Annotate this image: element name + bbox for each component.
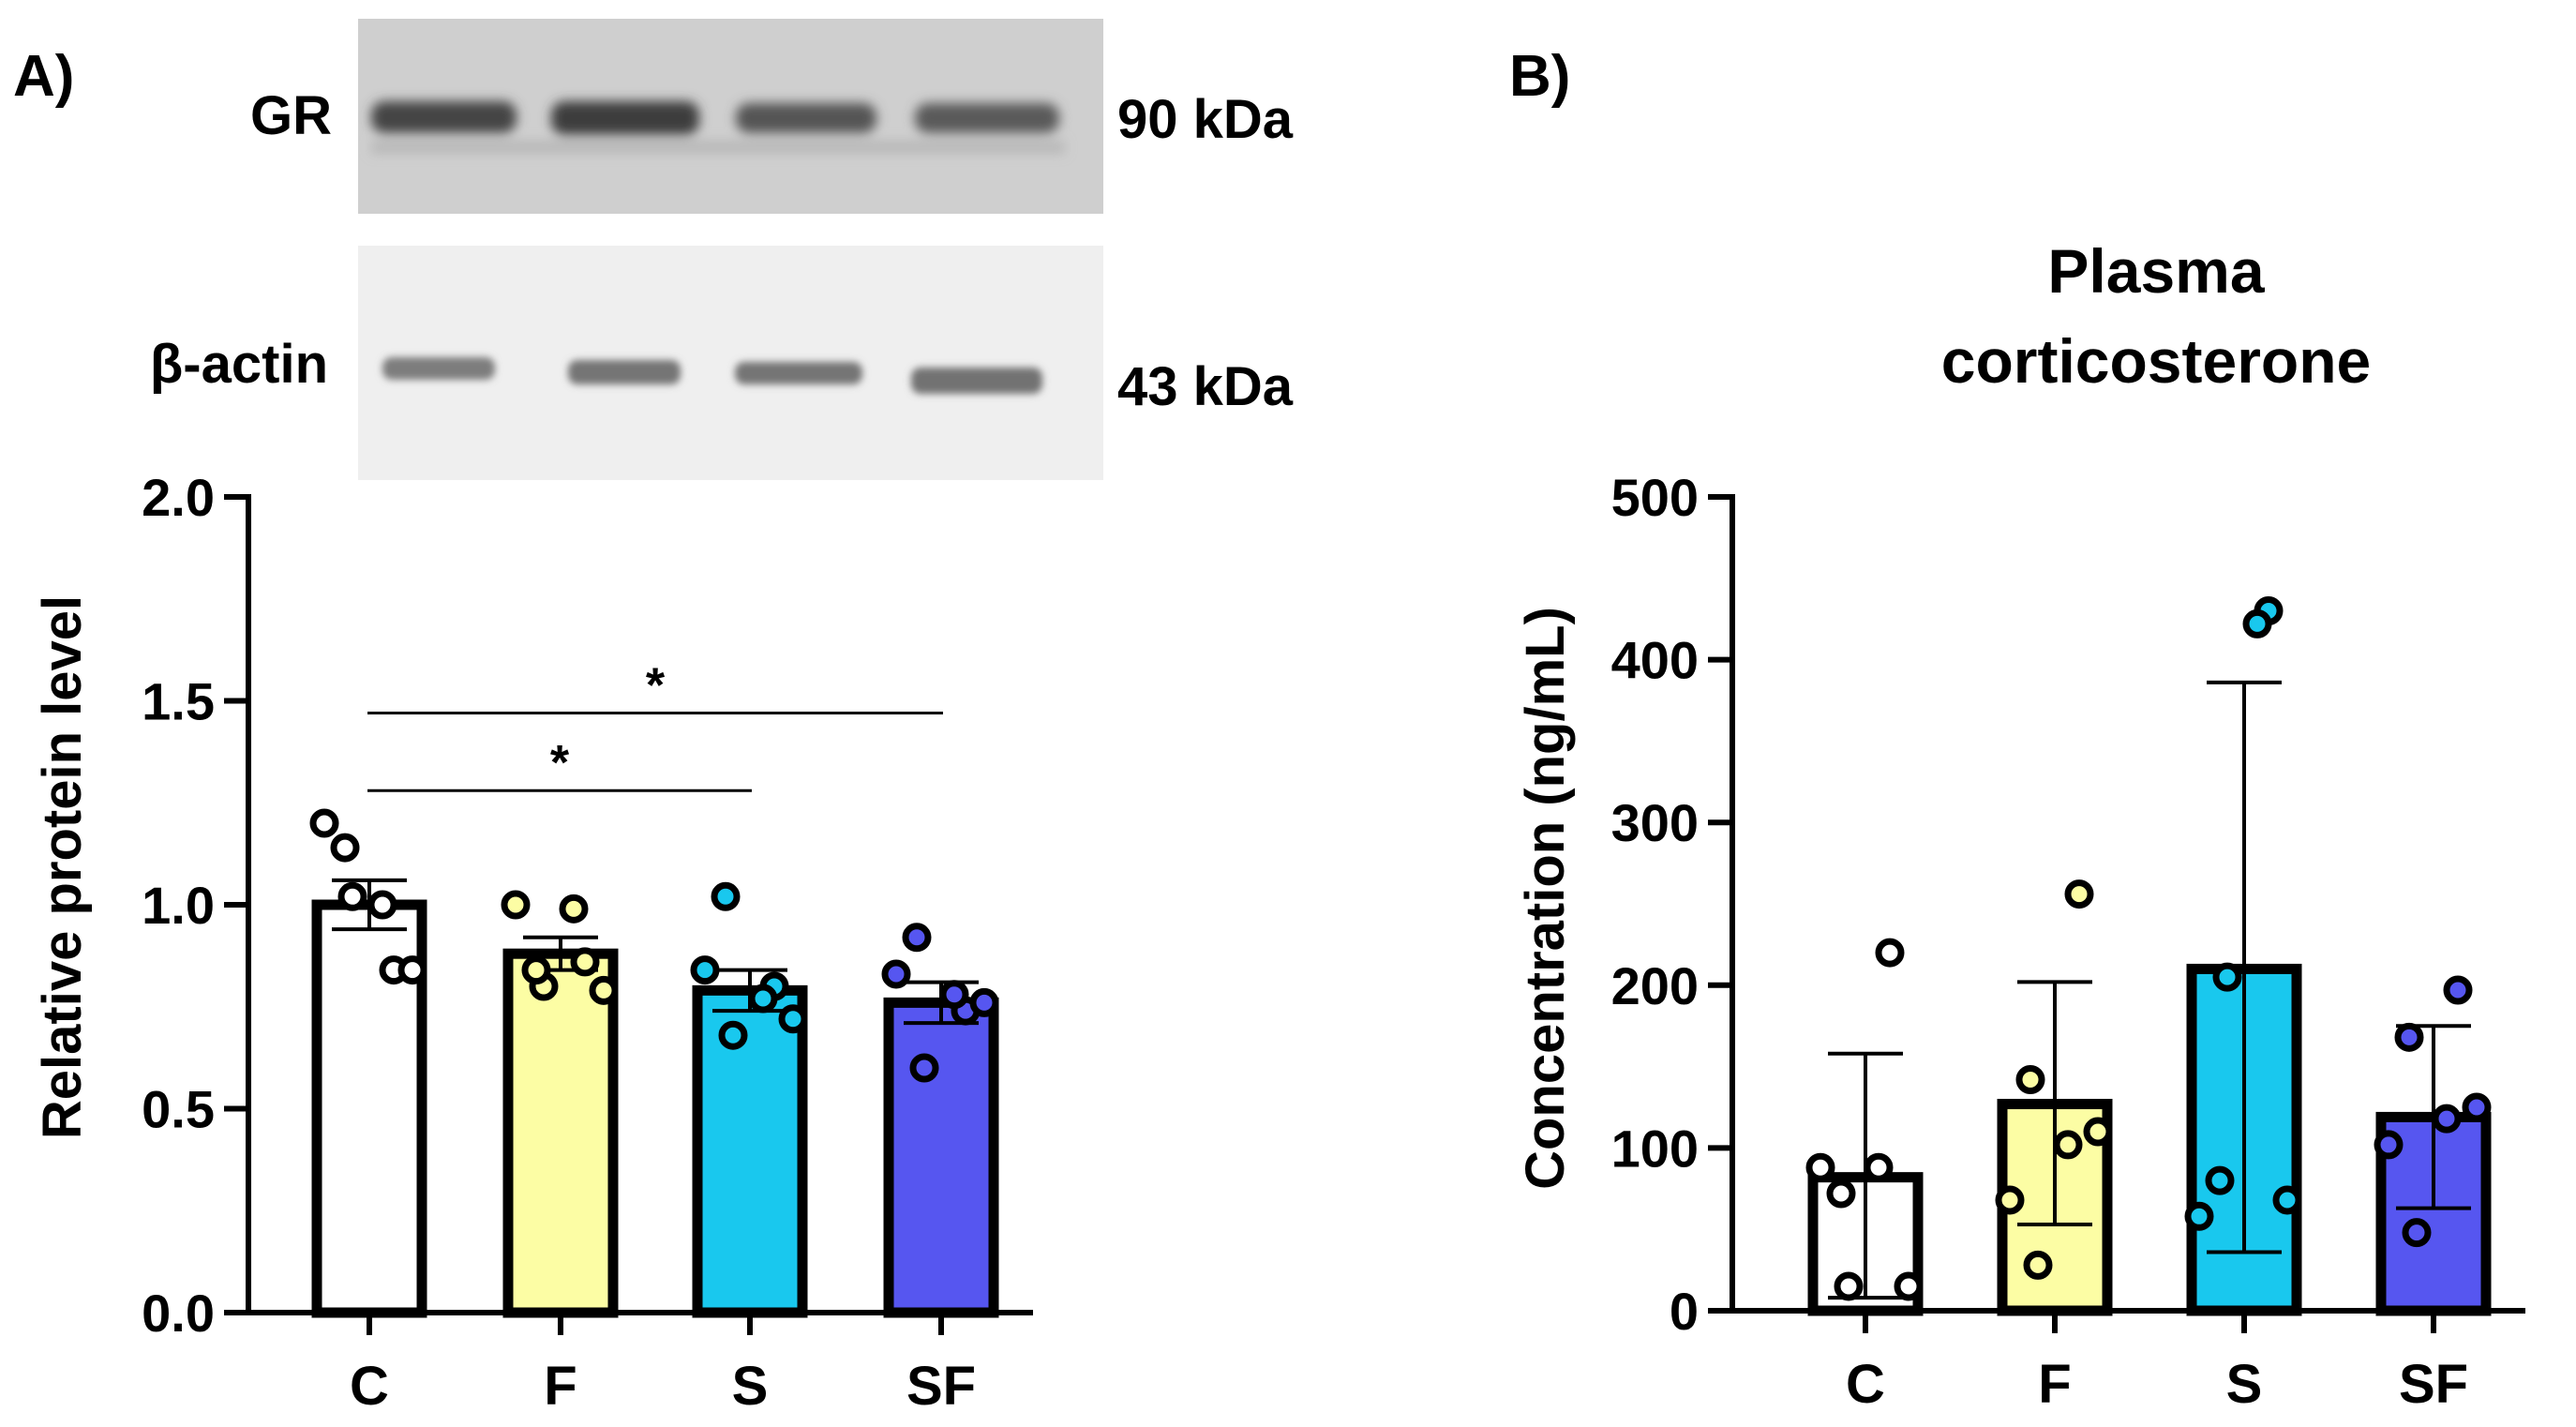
chart-b-point-f	[2064, 879, 2094, 909]
chart-a-point-f	[521, 955, 551, 985]
chart-b-y-tick-label: 300	[1611, 793, 1699, 852]
chart-b-point-c	[1805, 1152, 1835, 1182]
chart-a-point-f	[589, 975, 619, 1005]
chart-a-point-sf	[939, 980, 969, 1010]
blot-gr-strip	[358, 19, 1103, 214]
chart-a-point-c	[330, 833, 360, 863]
chart-a-point-sf	[909, 1053, 939, 1083]
chart-b-title-line-1: Plasma	[2047, 236, 2265, 306]
chart-a-x-tick-label: S	[732, 1356, 769, 1417]
chart-b-point-c	[1826, 1179, 1856, 1209]
panel-a-label: A)	[13, 44, 74, 109]
chart-b-x-tick-label: C	[1846, 1354, 1885, 1415]
chart-a-y-tick-label: 1.0	[142, 876, 215, 935]
chart-a-point-c	[397, 955, 427, 985]
chart-a-significance-star: *	[550, 736, 570, 790]
chart-a-point-f	[559, 894, 589, 924]
blot-actin-strip	[358, 246, 1103, 480]
chart-b-point-s	[2242, 608, 2272, 638]
chart-a-point-s	[690, 955, 720, 985]
chart-b-point-c	[1894, 1271, 1924, 1301]
chart-a-point-sf	[902, 923, 932, 953]
chart-a-point-f	[501, 890, 531, 920]
chart-a-bar-s	[692, 984, 808, 1318]
chart-b-point-f	[2083, 1117, 2113, 1147]
panel-b-label: B)	[1509, 44, 1570, 109]
chart-b-point-f	[1995, 1185, 2025, 1215]
chart-b-point-s	[2212, 962, 2242, 992]
chart-b-y-tick-label: 200	[1611, 956, 1699, 1015]
chart-b-x-tick-label: S	[2226, 1354, 2263, 1415]
chart-a-point-c	[309, 808, 339, 838]
chart-a-y-tick-label: 1.5	[142, 672, 215, 731]
chart-a-point-s	[711, 881, 741, 911]
chart-a-y-tick-label: 2.0	[142, 468, 215, 527]
chart-a-significance-star: *	[646, 659, 666, 714]
chart-a-x-tick-label: SF	[906, 1356, 976, 1417]
chart-b-ylabel: Concentration (ng/mL)	[1515, 607, 1576, 1190]
chart-b-point-f	[2015, 1064, 2045, 1094]
chart-b-point-c	[1834, 1271, 1864, 1301]
chart-a-point-s	[718, 1020, 748, 1050]
chart-b-point-sf	[2374, 1130, 2404, 1160]
chart-b-point-sf	[2402, 1218, 2432, 1248]
chart-b-point-sf	[2462, 1092, 2492, 1122]
western-blot	[358, 19, 1103, 480]
chart-a-bar-sf	[883, 997, 999, 1318]
chart-a-x-tick-label: F	[544, 1356, 577, 1417]
chart-a-point-sf	[969, 987, 999, 1017]
chart-b-point-s	[2184, 1201, 2214, 1231]
chart-b-point-sf	[2443, 975, 2473, 1005]
blot-actin-kda: 43 kDa	[1117, 356, 1294, 417]
chart-a-point-f	[570, 947, 600, 977]
chart-b-point-sf	[2394, 1022, 2424, 1052]
chart-b-point-f	[2023, 1250, 2053, 1280]
chart-a-x-tick-label: C	[350, 1356, 389, 1417]
chart-a-y-tick-label: 0.5	[142, 1080, 215, 1139]
chart-b-y-tick-label: 0	[1670, 1282, 1699, 1341]
chart-a-y-tick-label: 0.0	[142, 1284, 215, 1343]
chart-b-point-s	[2272, 1185, 2302, 1215]
chart-a: 0.0 0.5 1.0 1.5 2.0 C F S SF * *	[142, 468, 1033, 1417]
chart-b-title-line-2: corticosterone	[1941, 326, 2371, 396]
chart-a-point-c	[367, 890, 397, 920]
chart-b-x-tick-label: SF	[2399, 1354, 2468, 1415]
chart-b-point-f	[2053, 1130, 2083, 1160]
chart-a-point-s	[778, 1004, 808, 1034]
chart-a-bar-f	[502, 948, 619, 1318]
chart-b-y-tick-label: 500	[1611, 468, 1699, 527]
chart-b-x-tick-label: F	[2038, 1354, 2071, 1415]
chart-a-point-s	[748, 984, 778, 1014]
chart-a-point-c	[337, 881, 367, 911]
chart-a-point-sf	[881, 959, 911, 989]
chart-b-point-sf	[2432, 1104, 2462, 1134]
chart-b-point-c	[1875, 938, 1905, 968]
blot-gr-kda: 90 kDa	[1117, 89, 1294, 150]
blot-actin-label: β-actin	[150, 334, 328, 395]
chart-a-ylabel: Relative protein level	[32, 595, 93, 1139]
chart-b-y-tick-label: 400	[1611, 631, 1699, 690]
chart-b-y-tick-label: 100	[1611, 1119, 1699, 1178]
chart-b-point-c	[1864, 1152, 1894, 1182]
chart-b-point-s	[2205, 1165, 2235, 1195]
chart-b: 0 100 200 300 400 500 C F S SF	[1611, 468, 2525, 1415]
blot-gr-label: GR	[250, 85, 332, 146]
